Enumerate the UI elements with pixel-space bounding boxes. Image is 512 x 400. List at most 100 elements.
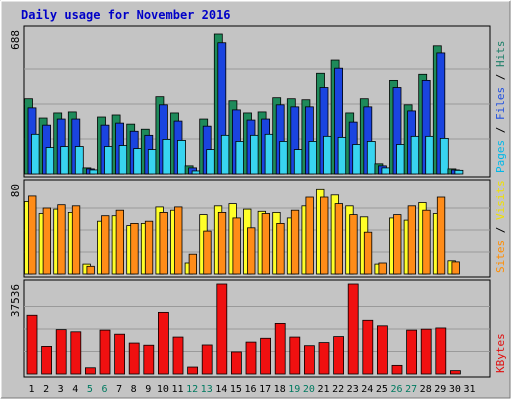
bar-kbytes-day-20 [303, 345, 315, 375]
day-label: 22 [332, 384, 344, 395]
bar-sites-day-8 [130, 222, 139, 275]
bars-bot [26, 283, 461, 375]
day-label: 15 [230, 384, 242, 395]
bar-kbytes-day-26 [391, 364, 403, 375]
day-label: 29 [434, 384, 446, 395]
bar-sites-day-23 [349, 214, 358, 275]
day-label: 18 [274, 384, 286, 395]
bar-kbytes-day-6 [99, 329, 111, 375]
bar-kbytes-day-28 [420, 328, 432, 375]
bar-sites-day-29 [436, 196, 446, 275]
bar-kbytes-day-18 [274, 323, 286, 375]
bar-sites-day-20 [305, 196, 314, 275]
bar-pages-day-22 [337, 136, 347, 175]
bar-pages-day-17 [264, 133, 274, 175]
bar-sites-day-7 [115, 209, 124, 275]
bar-sites-day-14 [217, 211, 227, 275]
bar-pages-day-19 [293, 149, 303, 175]
day-label: 3 [58, 384, 64, 395]
bar-kbytes-day-17 [260, 337, 272, 375]
bar-pages-day-13 [206, 149, 216, 175]
bar-kbytes-day-10 [157, 311, 169, 375]
day-label: 19 [288, 384, 300, 395]
bar-pages-day-20 [308, 141, 318, 175]
day-label: 30 [449, 384, 461, 395]
bar-pages-day-21 [323, 135, 332, 175]
day-label: 28 [420, 384, 432, 395]
day-label: 27 [405, 384, 417, 395]
bar-kbytes-day-12 [187, 366, 199, 375]
bars-mid [24, 188, 460, 275]
bar-pages-day-9 [147, 149, 157, 175]
bar-pages-day-24 [366, 141, 376, 175]
bar-pages-day-1 [31, 133, 40, 175]
bar-kbytes-day-15 [230, 351, 242, 375]
bar-kbytes-day-21 [318, 342, 330, 375]
bar-pages-day-16 [250, 134, 259, 175]
bar-sites-day-22 [334, 203, 344, 275]
legend-label: Visits [494, 180, 507, 220]
bar-sites-day-9 [144, 220, 154, 275]
bar-sites-day-5 [86, 265, 95, 275]
day-label: 24 [361, 384, 373, 395]
day-label: 25 [376, 384, 388, 395]
bar-pages-day-8 [133, 148, 143, 175]
bar-sites-day-19 [290, 209, 300, 275]
panel-top: 688 Pages / Files / Hits [9, 25, 507, 178]
day-label: 10 [157, 384, 169, 395]
bar-pages-day-18 [279, 141, 289, 175]
bar-sites-day-16 [247, 227, 256, 275]
legend-top: Pages / Files / Hits [494, 41, 507, 174]
bar-kbytes-day-25 [376, 325, 388, 375]
bar-sites-day-15 [232, 217, 241, 275]
legend-label: Pages [494, 140, 507, 173]
day-label: 6 [101, 384, 107, 395]
legend-label: KBytes [494, 333, 507, 373]
bar-sites-day-4 [71, 205, 81, 275]
bar-pages-day-23 [352, 144, 362, 175]
bar-sites-day-30 [451, 261, 460, 275]
bar-sites-day-3 [57, 204, 66, 275]
bar-sites-day-21 [320, 196, 329, 275]
bar-pages-day-14 [220, 134, 230, 175]
bar-pages-day-29 [439, 137, 449, 175]
bar-kbytes-day-9 [143, 344, 155, 375]
bar-kbytes-day-7 [114, 333, 125, 375]
bar-pages-day-11 [177, 140, 186, 175]
bar-kbytes-day-3 [55, 329, 67, 375]
bar-pages-day-27 [410, 135, 420, 175]
day-label: 5 [87, 384, 93, 395]
bar-kbytes-day-24 [362, 319, 374, 375]
bar-pages-day-4 [74, 146, 84, 175]
max-label: 80 [9, 184, 22, 197]
bar-kbytes-day-19 [289, 336, 301, 375]
panel-mid: 80 Sites / Visits [9, 179, 507, 278]
bar-sites-day-26 [393, 214, 402, 275]
bar-sites-day-25 [378, 262, 387, 275]
day-label: 11 [171, 384, 183, 395]
bar-sites-day-24 [363, 231, 373, 275]
day-label: 20 [303, 384, 315, 395]
legend-separator: / [494, 220, 507, 240]
bar-sites-day-1 [28, 195, 37, 275]
bar-pages-day-2 [45, 147, 55, 175]
day-label: 1 [28, 384, 34, 395]
bar-sites-day-2 [42, 207, 51, 275]
day-label: 13 [201, 384, 213, 395]
bar-pages-day-25 [381, 167, 391, 175]
bar-sites-day-10 [159, 211, 168, 275]
bar-pages-day-3 [60, 146, 70, 175]
day-label: 31 [463, 384, 475, 395]
bar-kbytes-day-8 [128, 342, 140, 375]
bar-kbytes-day-2 [41, 346, 52, 375]
bar-kbytes-day-23 [347, 283, 359, 375]
bar-sites-day-6 [101, 215, 110, 275]
bar-sites-day-13 [203, 230, 212, 275]
bar-kbytes-day-27 [406, 329, 418, 375]
chart-panels: 688 Pages / Files / Hits 80 Sites / Visits 3… [9, 25, 507, 378]
bar-kbytes-day-29 [435, 327, 447, 375]
legend-mid: Sites / Visits [494, 180, 507, 273]
bar-pages-day-7 [118, 145, 128, 175]
day-label: 26 [390, 384, 402, 395]
